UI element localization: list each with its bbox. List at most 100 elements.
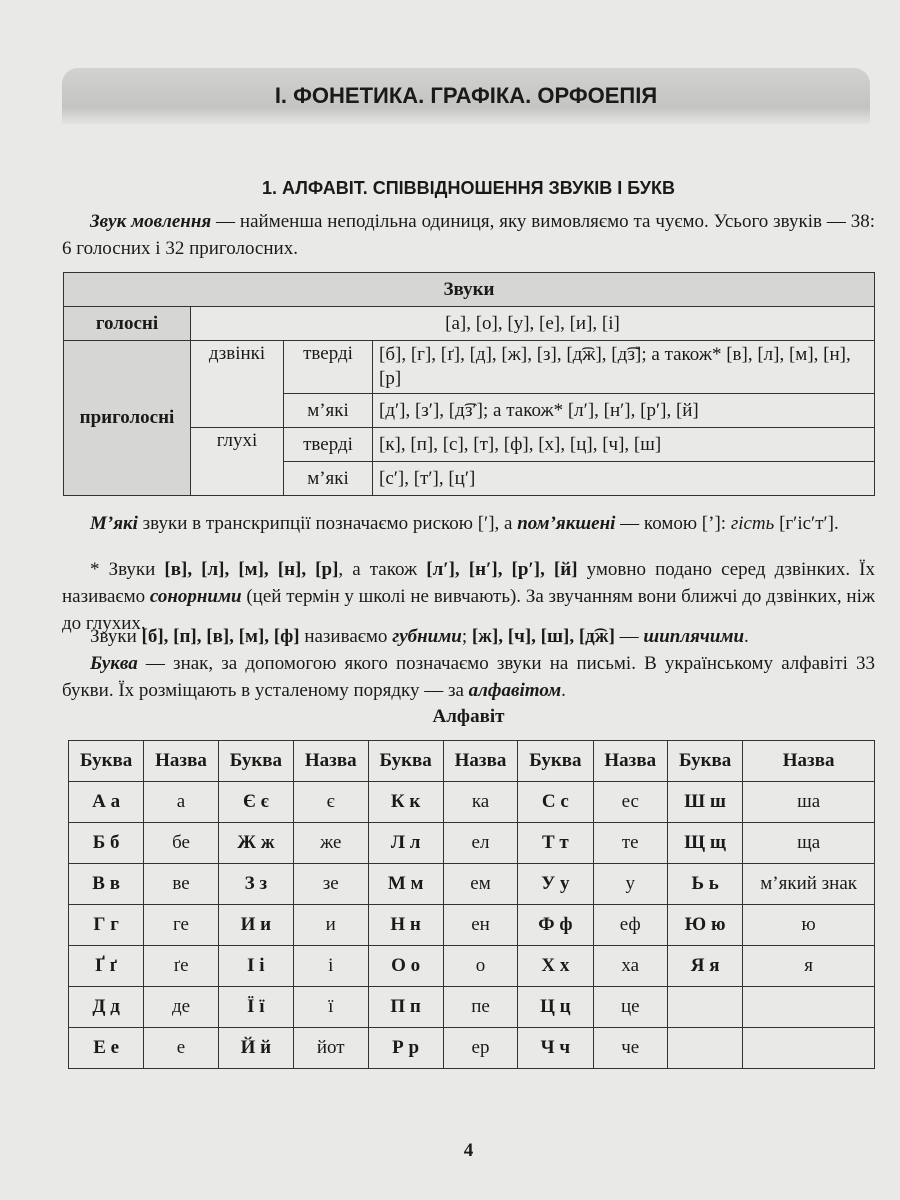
cell: В в bbox=[67, 863, 145, 905]
sounds: [в], [л], [м], [н], [р] bbox=[164, 559, 339, 580]
cell: глухі bbox=[190, 427, 284, 496]
paragraph: М’які звуки в транскрипції позначаємо ри… bbox=[62, 510, 875, 537]
cell bbox=[666, 986, 744, 1028]
text: [г′іс′т′]. bbox=[774, 513, 839, 534]
cell: де bbox=[143, 986, 219, 1028]
cell: ха bbox=[592, 945, 669, 987]
sounds: [ж], [ч], [ш], [д͡ж] bbox=[471, 626, 615, 647]
cell: Г г bbox=[67, 904, 145, 946]
text: — комою [’]: bbox=[615, 513, 731, 534]
cell: ес bbox=[592, 781, 669, 823]
header-cell: Буква bbox=[217, 740, 295, 782]
cell: ем bbox=[442, 863, 519, 905]
cell: Ж ж bbox=[217, 822, 295, 864]
cell: о bbox=[442, 945, 519, 987]
header-row: Буква Назва Буква Назва Буква Назва Буква Назва… bbox=[67, 740, 875, 782]
cell: Ф ф bbox=[517, 904, 594, 946]
cell: а bbox=[143, 781, 219, 823]
term: Звук мовлення bbox=[90, 211, 212, 232]
header-cell: Назва bbox=[143, 740, 219, 782]
cell: І і bbox=[217, 945, 295, 987]
sounds: [л′], [н′], [р′], [й] bbox=[426, 559, 578, 580]
cell: Ю ю bbox=[666, 904, 744, 946]
cell: ща bbox=[742, 822, 875, 864]
cell: ша bbox=[742, 781, 875, 823]
cell: ю bbox=[742, 904, 875, 946]
cell: Н н bbox=[367, 904, 444, 946]
text: * Звуки bbox=[90, 559, 165, 580]
sounds-table: Звуки голосні [а], [о], [у], [е], [и], [і… bbox=[63, 272, 875, 496]
cell: У у bbox=[517, 863, 594, 905]
text: умовно подано серед дзвінких. Їх називає… bbox=[62, 559, 876, 607]
cell: и bbox=[293, 904, 369, 946]
cell: ка bbox=[442, 781, 519, 823]
row-label: голосні bbox=[63, 306, 191, 341]
cell: Р р bbox=[367, 1027, 444, 1069]
cell: З з bbox=[217, 863, 295, 905]
cell: є bbox=[293, 781, 369, 823]
cell: [д′], [з′], [д͡з′]; а також* [л′], [н′],… bbox=[372, 393, 875, 428]
sounds: [б], [п], [в], [м], [ф] bbox=[141, 626, 300, 647]
page-number: 4 bbox=[463, 1140, 474, 1161]
cell: Б б bbox=[67, 822, 145, 864]
text: — bbox=[614, 626, 644, 647]
paragraph: Звук мовлення — найменша неподільна один… bbox=[62, 208, 875, 262]
row-label: приголосні bbox=[63, 340, 191, 496]
section-title: 1. АЛФАВІТ. СПІВВІДНОШЕННЯ ЗВУКІВ І БУКВ bbox=[262, 178, 675, 198]
cell: йот bbox=[293, 1027, 369, 1069]
text: . bbox=[744, 626, 749, 647]
cell: це bbox=[592, 986, 669, 1028]
header-cell: Назва bbox=[442, 740, 519, 782]
cell: м’який знак bbox=[742, 863, 875, 905]
cell: Ь ь bbox=[666, 863, 744, 905]
cell: Ґ ґ bbox=[67, 945, 145, 987]
cell: пе bbox=[442, 986, 519, 1028]
cell: еф bbox=[592, 904, 669, 946]
cell: Х х bbox=[517, 945, 594, 987]
text: Звуки bbox=[90, 626, 142, 647]
cell: Й й bbox=[217, 1027, 295, 1069]
cell: зе bbox=[293, 863, 369, 905]
cell: К к bbox=[367, 781, 444, 823]
chapter-header: І. ФОНЕТИКА. ГРАФІКА. ОРФОЕПІЯ bbox=[62, 68, 870, 124]
cell: ел bbox=[442, 822, 519, 864]
cell: Щ щ bbox=[666, 822, 744, 864]
cell bbox=[666, 1027, 744, 1069]
term: сонорними bbox=[149, 586, 242, 607]
cell: м’які bbox=[283, 393, 373, 428]
cell: Д д bbox=[67, 986, 145, 1028]
cell: И и bbox=[217, 904, 295, 946]
cell: [а], [о], [у], [е], [и], [і] bbox=[190, 306, 875, 341]
paragraph: * Звуки [в], [л], [м], [н], [р], а також… bbox=[62, 556, 875, 637]
cell: [к], [п], [с], [т], [ф], [х], [ц], [ч], … bbox=[372, 427, 875, 462]
text: (цей термін у школі не вивчають). За зву… bbox=[62, 586, 875, 634]
cell: ве bbox=[143, 863, 219, 905]
cell: ер bbox=[442, 1027, 519, 1069]
cell: ї bbox=[293, 986, 369, 1028]
cell: у bbox=[592, 863, 669, 905]
cell: О о bbox=[367, 945, 444, 987]
text: ; bbox=[461, 626, 472, 647]
cell: Ш ш bbox=[666, 781, 744, 823]
cell bbox=[742, 1027, 875, 1069]
cell: те bbox=[592, 822, 669, 864]
term: алфавітом bbox=[468, 680, 562, 701]
header-cell: Назва bbox=[742, 740, 875, 782]
header-cell: Буква bbox=[67, 740, 145, 782]
text: звуки в транскрипції позначаємо рискою [… bbox=[137, 513, 518, 534]
cell: ге bbox=[143, 904, 219, 946]
cell: Ч ч bbox=[517, 1027, 594, 1069]
header-cell: Буква bbox=[666, 740, 744, 782]
cell: бе bbox=[143, 822, 219, 864]
term: пом’якшені bbox=[517, 513, 616, 534]
cell: [с′], [т′], [ц′] bbox=[372, 461, 875, 496]
text: . bbox=[561, 680, 566, 701]
cell: [б], [г], [ґ], [д], [ж], [з], [д͡ж], [д͡… bbox=[372, 340, 875, 394]
cell: дзвінкі bbox=[190, 340, 284, 428]
cell: і bbox=[293, 945, 369, 987]
